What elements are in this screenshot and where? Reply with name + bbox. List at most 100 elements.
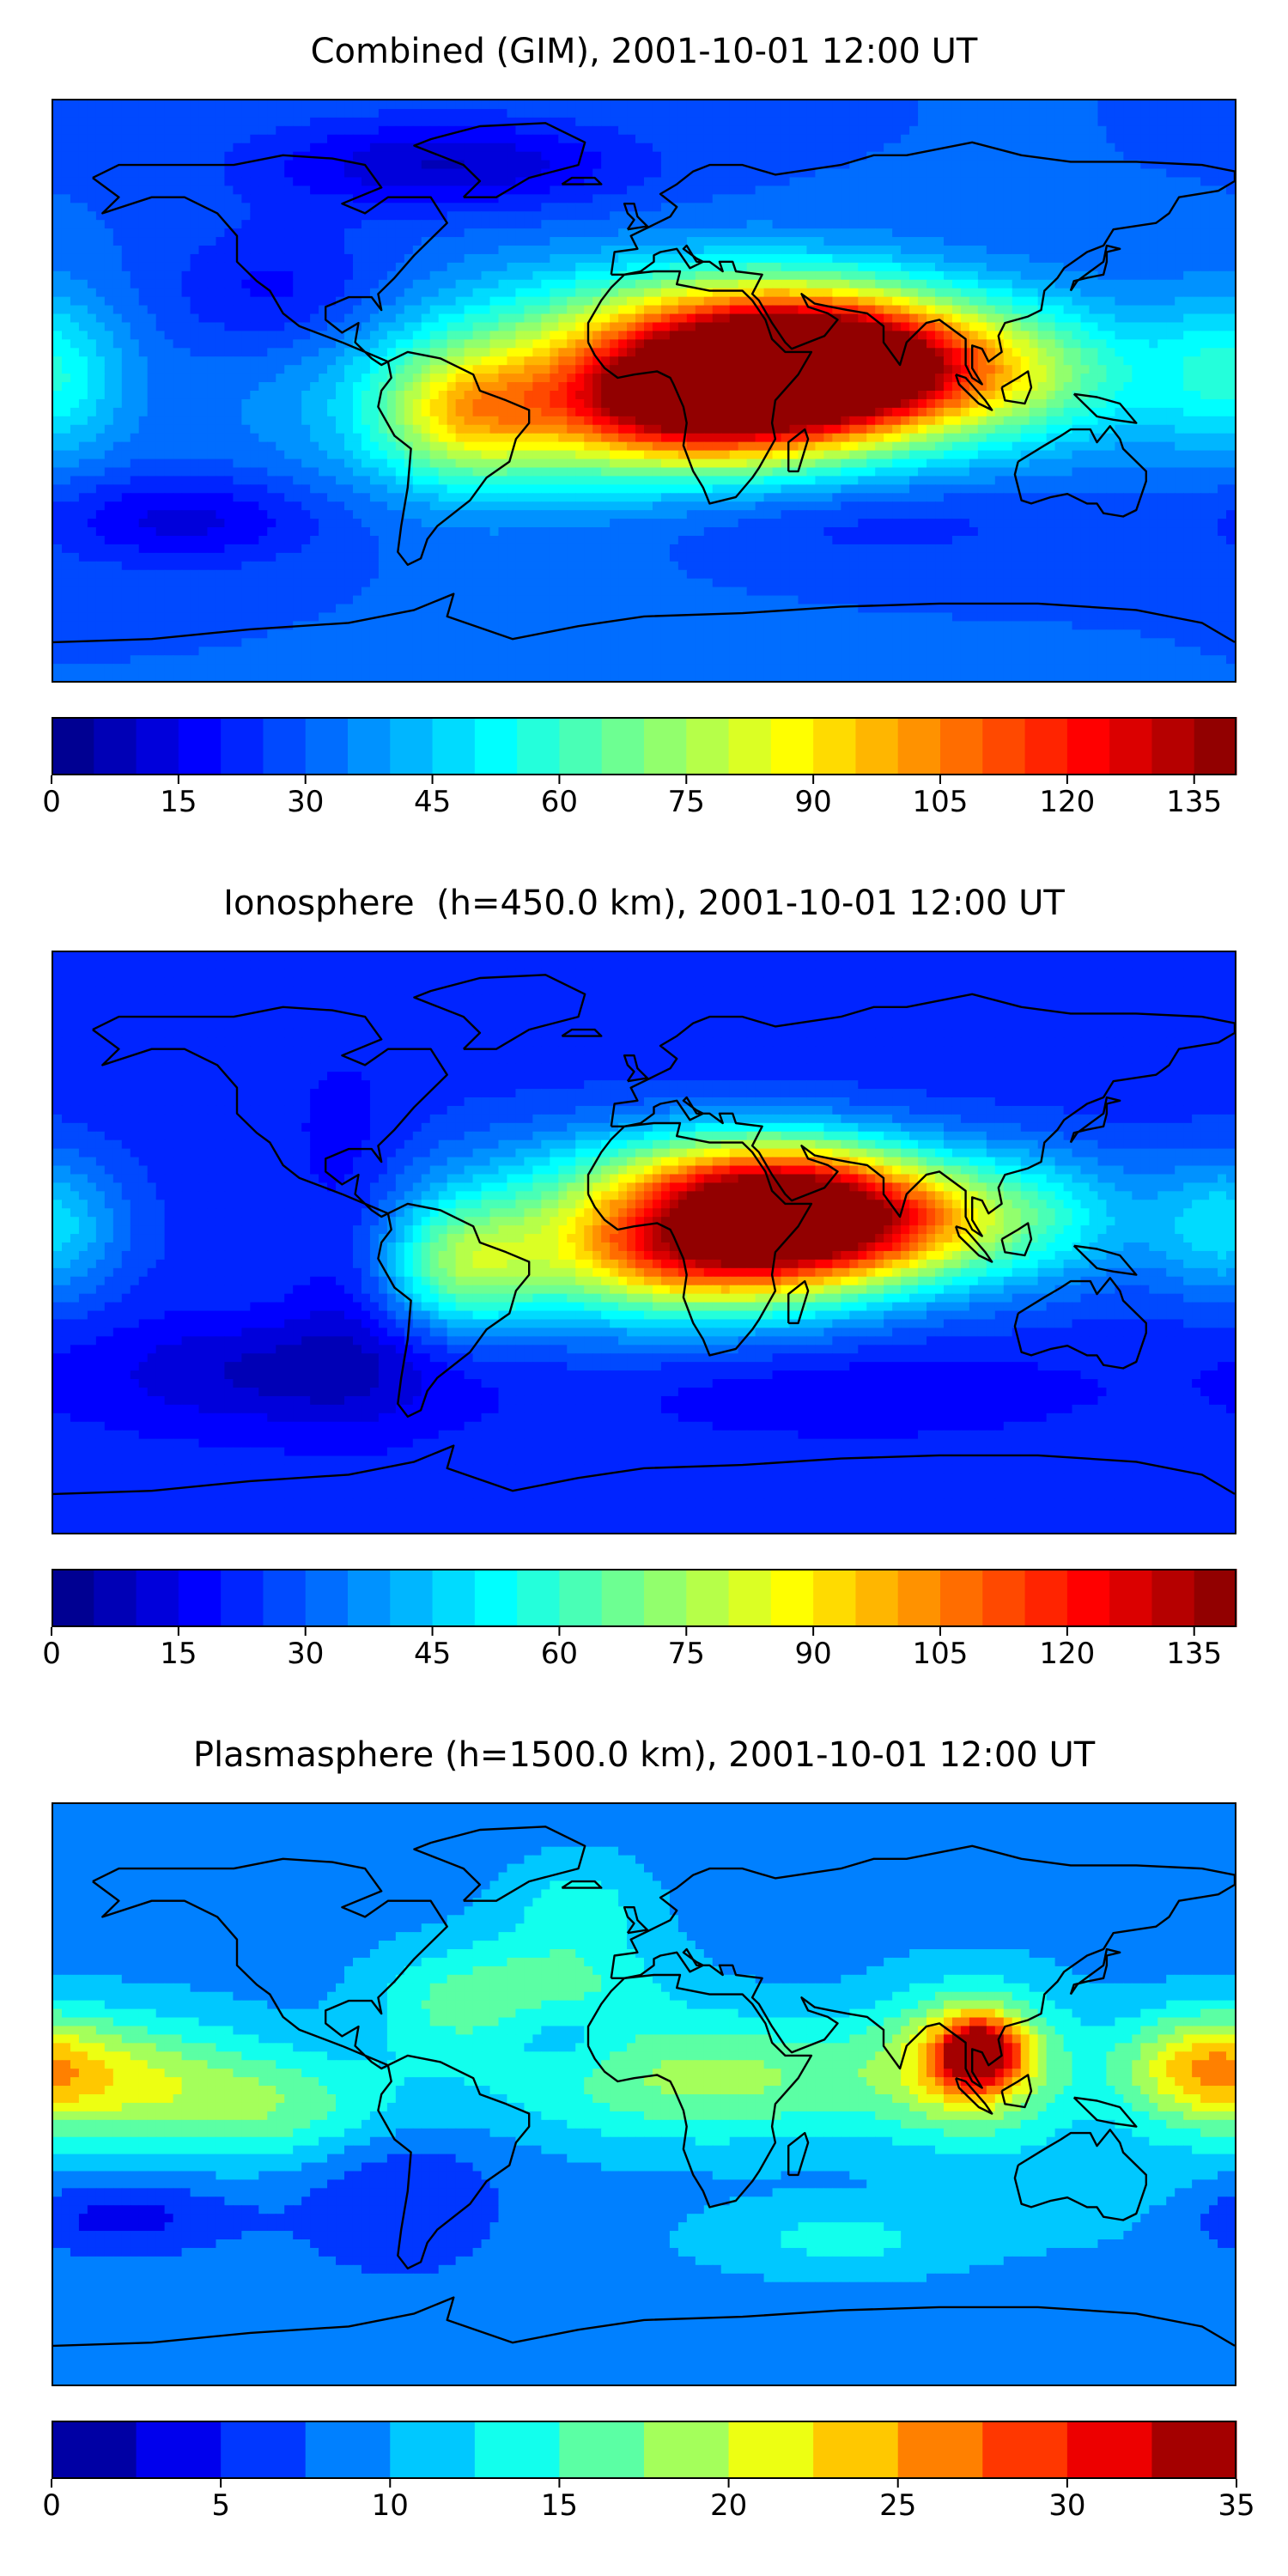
colorbar-tick-label: 90 [795, 785, 832, 819]
coastlines [53, 1826, 1235, 2348]
coastline [787, 1279, 810, 1325]
coastline [1072, 392, 1138, 424]
colorbar-tick-label: 75 [668, 785, 705, 819]
colorbar-tick-label: 120 [1039, 785, 1095, 819]
colorbar-tick-label: 135 [1166, 785, 1222, 819]
colorbar-swatch [770, 1569, 814, 1627]
coastline [413, 974, 586, 1050]
colorbar-swatch [601, 1569, 645, 1627]
panel-ionosphere: Ionosphere (h=450.0 km), 2001-10-01 12:0… [0, 852, 1288, 1710]
colorbar-tick-label: 120 [1039, 1637, 1095, 1671]
colorbar-swatch [855, 1569, 899, 1627]
colorbar-tick-label: 15 [541, 2488, 578, 2523]
colorbar-swatch [474, 2421, 560, 2479]
colorbar-swatch [1024, 1569, 1068, 1627]
coastlines [53, 122, 1235, 644]
colorbar-swatch [686, 1569, 730, 1627]
colorbar-swatch [644, 717, 687, 775]
colorbar-swatch [1194, 1569, 1237, 1627]
colorbar-tick-label: 105 [913, 1637, 969, 1671]
colorbar-tick-label: 35 [1218, 2488, 1255, 2523]
colorbar-swatch [559, 1569, 603, 1627]
coastline [1072, 1244, 1138, 1276]
heatmap-cells [53, 100, 1235, 681]
colorbar-swatch [263, 717, 307, 775]
coastline [623, 1905, 648, 1935]
colorbar-swatch [517, 1569, 560, 1627]
coastline [1069, 244, 1121, 292]
colorbar-swatch [474, 1569, 518, 1627]
colorbar-frame [52, 1569, 1236, 1627]
colorbar-swatch [390, 2421, 476, 2479]
coastline [53, 1444, 1235, 1496]
colorbar: 0 5 10 15 20 25 30 35 [42, 2421, 1255, 2523]
coastline [1000, 370, 1033, 405]
colorbar-swatch [94, 1569, 137, 1627]
colorbar-tick-label: 15 [160, 785, 197, 819]
colorbar-swatch [1109, 1569, 1152, 1627]
colorbar-swatch [897, 717, 941, 775]
colorbar-swatch [982, 1569, 1026, 1627]
chart-title: Ionosphere (h=450.0 km), 2001-10-01 12:0… [0, 883, 1288, 924]
colorbar-swatch [813, 1569, 856, 1627]
colorbar-swatch [601, 717, 645, 775]
colorbar-swatch [136, 2421, 222, 2479]
coastline [1013, 1277, 1148, 1370]
colorbar-swatch [432, 1569, 476, 1627]
colorbar-tick-label: 135 [1166, 1637, 1222, 1671]
coastline [586, 1121, 813, 1357]
coastline [1000, 1222, 1033, 1257]
colorbar-swatch [770, 717, 814, 775]
colorbar: 0 15 30 45 60 75 90 105 120 135 [42, 1569, 1237, 1671]
coastline [954, 2077, 993, 2115]
coastline [92, 154, 448, 367]
colorbar-frame [52, 717, 1236, 775]
colorbar-swatch [1151, 1569, 1195, 1627]
colorbar-tick-label: 0 [42, 1637, 61, 1671]
colorbar-swatch [1066, 2421, 1152, 2479]
colorbar-swatch [686, 717, 730, 775]
colorbar-swatch [897, 2421, 983, 2479]
coastline [377, 2054, 531, 2269]
colorbar-swatch [728, 2421, 814, 2479]
coastline [1072, 2096, 1138, 2128]
colorbar-tick-label: 20 [710, 2488, 747, 2523]
colorbar-swatch [221, 717, 264, 775]
coastline [586, 270, 813, 505]
heatmap-map [52, 1802, 1236, 2386]
colorbar-swatch [305, 2421, 391, 2479]
colorbar-tick-label: 75 [668, 1637, 705, 1671]
coastline [610, 993, 1235, 1237]
colorbar-swatch [348, 717, 391, 775]
coastline [954, 374, 993, 411]
colorbar-swatch [728, 717, 772, 775]
colorbar-swatch [813, 2421, 899, 2479]
colorbar-swatch [305, 717, 349, 775]
colorbar-swatch [1066, 717, 1110, 775]
colorbar-tick-label: 0 [42, 2488, 61, 2523]
colorbar-swatch [1151, 717, 1195, 775]
colorbar: 0 15 30 45 60 75 90 105 120 135 [42, 717, 1237, 819]
colorbar-tick-label: 15 [160, 1637, 197, 1671]
heatmap-map [52, 951, 1236, 1534]
colorbar-swatch [178, 1569, 222, 1627]
coastline [377, 1202, 531, 1418]
coastlines [53, 974, 1235, 1496]
colorbar-swatch [52, 2421, 137, 2479]
coastline [1013, 425, 1148, 518]
coastline [1069, 1096, 1121, 1144]
coastline [92, 1005, 448, 1218]
coastline [413, 122, 586, 198]
coastline [787, 2131, 810, 2177]
colorbar-swatch [940, 1569, 983, 1627]
coastline [787, 428, 810, 473]
colorbar-tick-label: 45 [414, 1637, 451, 1671]
colorbar-swatch [1109, 717, 1152, 775]
colorbar-swatch [390, 717, 434, 775]
colorbar-swatch [517, 717, 560, 775]
coastline [623, 202, 648, 231]
colorbar-swatch [221, 2421, 307, 2479]
colorbar-swatch [728, 1569, 772, 1627]
colorbar-tick-label: 30 [287, 785, 324, 819]
colorbar-swatch [940, 717, 983, 775]
